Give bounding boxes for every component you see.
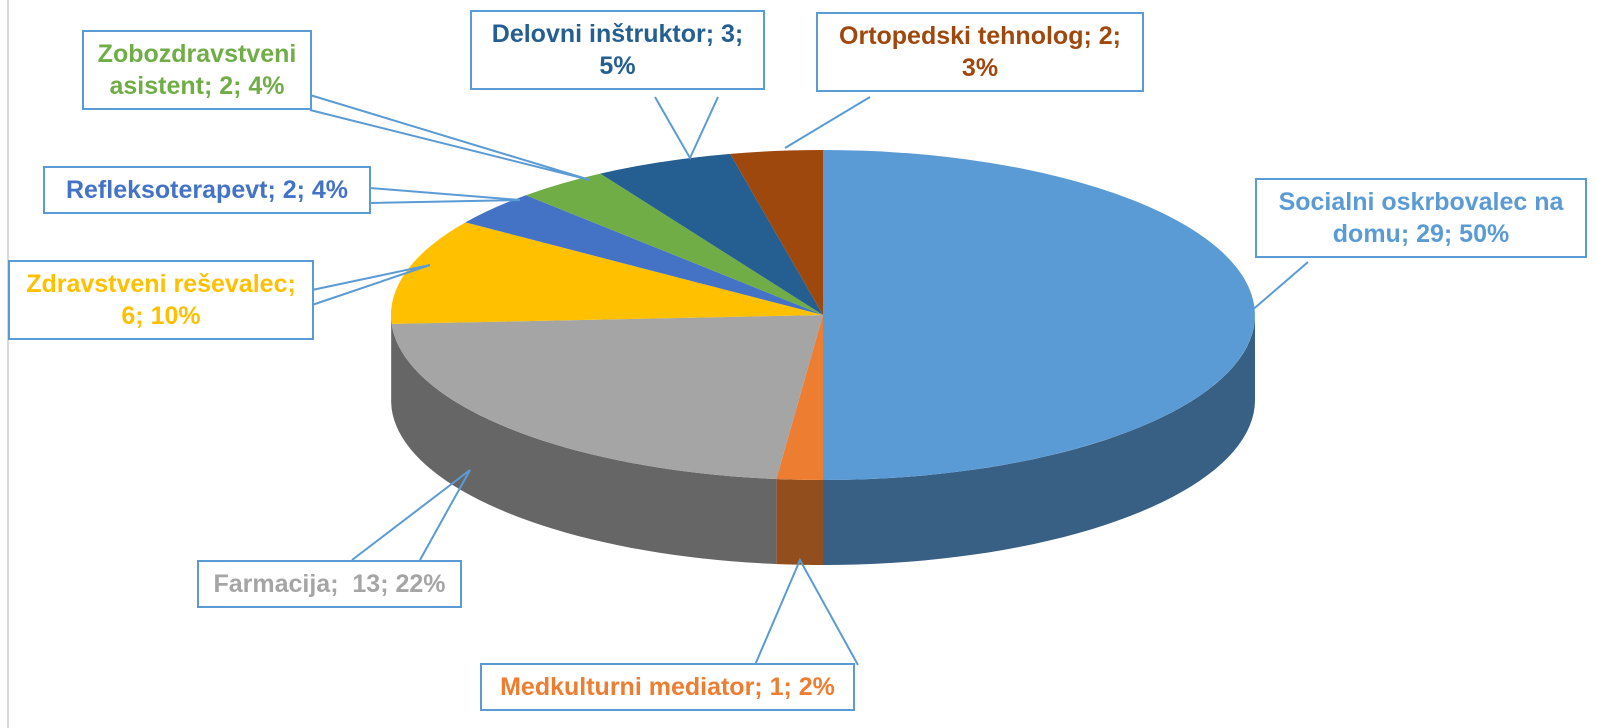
wedge-top	[391, 222, 823, 324]
leader-line	[309, 94, 591, 181]
leader-line	[351, 469, 471, 561]
wedge	[730, 150, 823, 315]
data-label: Zobozdravstveni asistent; 2; 4%	[82, 30, 312, 110]
leader-line	[754, 557, 859, 666]
wedge-top	[465, 195, 823, 315]
leader-line	[784, 96, 871, 149]
wedge-side	[391, 315, 392, 409]
data-label: Ortopedski tehnolog; 2; 3%	[816, 12, 1144, 92]
data-label: Zdravstveni reševalec; 6; 10%	[8, 260, 314, 340]
wedge	[391, 315, 823, 565]
leader-line	[1249, 261, 1309, 313]
wedge-side	[823, 315, 1255, 565]
data-label: Refleksoterapevt; 2; 4%	[43, 166, 371, 214]
wedges	[391, 150, 1255, 565]
data-label: Delovni inštruktor; 3; 5%	[470, 10, 765, 90]
leader-lines	[309, 94, 1309, 666]
wedge-top	[391, 315, 823, 480]
wedge	[465, 195, 823, 315]
leader-line	[311, 264, 431, 306]
wedge-top	[730, 150, 823, 315]
data-label: Medkulturni mediator; 1; 2%	[480, 663, 855, 711]
wedge-top	[776, 315, 823, 480]
data-label: Farmacija; 13; 22%	[197, 560, 462, 608]
data-label: Socialni oskrbovalec na domu; 29; 50%	[1255, 178, 1587, 258]
leader-line	[369, 187, 521, 204]
wedge	[525, 173, 823, 315]
wedge-side	[776, 479, 823, 565]
wedge-top	[823, 150, 1255, 480]
leader-line	[654, 96, 719, 161]
wedge-side	[391, 323, 777, 565]
wedge	[776, 315, 823, 565]
wedge	[391, 222, 823, 409]
wedge-top	[600, 153, 823, 315]
wedge	[823, 150, 1255, 565]
wedge-top	[525, 173, 823, 315]
wedge	[600, 153, 823, 315]
